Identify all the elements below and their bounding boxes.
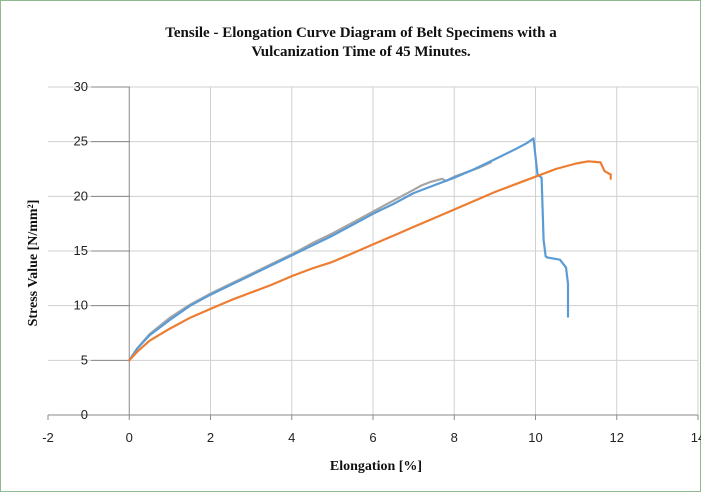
y-tick-label: 0 [81,407,88,422]
series-line-1 [128,161,492,362]
x-tick-label: 2 [207,430,214,445]
series-lines [128,137,612,362]
y-tick-label: 25 [74,134,88,149]
x-tick-label: 0 [126,430,133,445]
x-tick-label: 4 [288,430,295,445]
y-tick-label: 30 [74,79,88,94]
x-tick-label: 12 [610,430,624,445]
x-tick-label: 6 [369,430,376,445]
y-tick-label: 10 [74,298,88,313]
y-tick-label: 20 [74,188,88,203]
y-tick-label: 5 [81,352,88,367]
chart-title-line-2: Vulcanization Time of 45 Minutes. [251,44,471,60]
x-tick-label: 14 [691,430,701,445]
gridlines [48,86,699,415]
tick-labels: 0 5 10 15 20 25 30 -2 0 2 4 6 8 10 12 14 [42,79,701,445]
x-axis-label: Elongation [%] [329,459,423,474]
x-tick-label: 8 [451,430,458,445]
series-line-2 [128,137,570,362]
x-tick-label: 10 [528,430,542,445]
series-line-3 [128,160,612,362]
chart-title-line-1: Tensile - Elongation Curve Diagram of Be… [165,25,557,41]
y-tick-label: 15 [74,243,88,258]
x-tick-label: -2 [42,430,54,445]
